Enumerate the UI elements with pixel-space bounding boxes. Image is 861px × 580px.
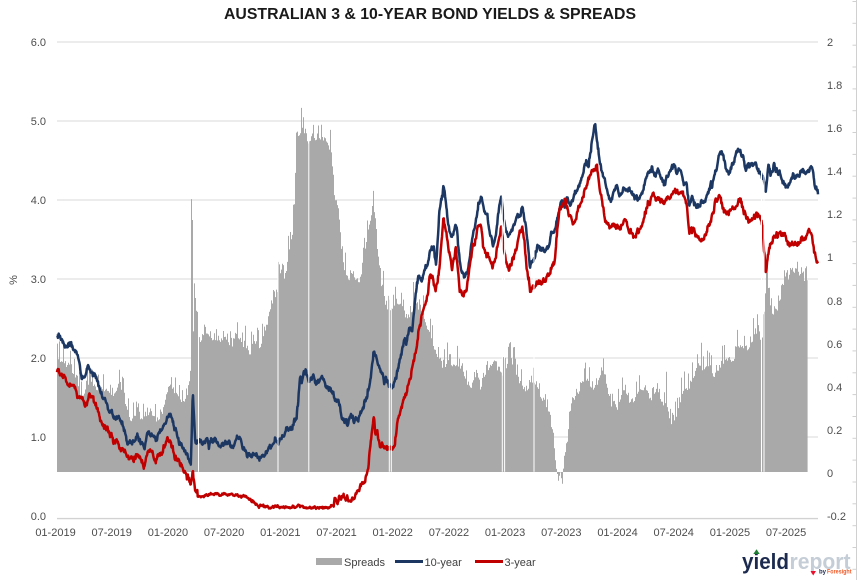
svg-text:07-2025: 07-2025 — [766, 527, 806, 539]
svg-text:01-2019: 01-2019 — [35, 527, 75, 539]
svg-text:2.0: 2.0 — [31, 353, 46, 365]
svg-text:4.0: 4.0 — [31, 195, 46, 207]
svg-text:07-2024: 07-2024 — [654, 527, 694, 539]
svg-text:5.0: 5.0 — [31, 116, 46, 128]
svg-text:0.8: 0.8 — [827, 296, 842, 308]
svg-text:yield: yield — [742, 549, 789, 574]
svg-text:0.6: 0.6 — [827, 339, 842, 351]
svg-text:-0.2: -0.2 — [827, 511, 846, 523]
svg-text:1: 1 — [827, 252, 833, 264]
svg-text:07-2023: 07-2023 — [541, 527, 581, 539]
svg-text:3-year: 3-year — [505, 557, 537, 569]
svg-text:0: 0 — [827, 468, 833, 480]
svg-text:Spreads: Spreads — [344, 557, 385, 569]
svg-text:0.2: 0.2 — [827, 425, 842, 437]
svg-text:%: % — [8, 275, 20, 285]
svg-text:10-year: 10-year — [425, 557, 463, 569]
svg-text:1.6: 1.6 — [827, 123, 842, 135]
svg-text:AUSTRALIAN 3 & 10-YEAR BOND YI: AUSTRALIAN 3 & 10-YEAR BOND YIELDS & SPR… — [224, 6, 636, 23]
svg-text:07-2019: 07-2019 — [92, 527, 132, 539]
svg-text:07-2021: 07-2021 — [316, 527, 356, 539]
svg-text:01-2022: 01-2022 — [373, 527, 413, 539]
svg-text:01-2024: 01-2024 — [597, 527, 637, 539]
svg-text:by: by — [819, 570, 827, 576]
svg-text:0.0: 0.0 — [31, 511, 46, 523]
svg-text:Foresight: Foresight — [827, 570, 852, 576]
svg-text:1.4: 1.4 — [827, 166, 842, 178]
svg-text:0.4: 0.4 — [827, 382, 842, 394]
svg-text:1.2: 1.2 — [827, 209, 842, 221]
svg-text:3.0: 3.0 — [31, 274, 46, 286]
svg-text:2: 2 — [827, 37, 833, 49]
svg-text:01-2020: 01-2020 — [148, 527, 188, 539]
svg-text:1.0: 1.0 — [31, 432, 46, 444]
svg-text:07-2022: 07-2022 — [429, 527, 469, 539]
svg-text:1.8: 1.8 — [827, 80, 842, 92]
svg-text:01-2021: 01-2021 — [260, 527, 300, 539]
svg-text:01-2025: 01-2025 — [710, 527, 750, 539]
svg-text:report: report — [790, 549, 852, 574]
svg-text:01-2023: 01-2023 — [485, 527, 525, 539]
svg-text:07-2020: 07-2020 — [204, 527, 244, 539]
svg-text:6.0: 6.0 — [31, 37, 46, 49]
